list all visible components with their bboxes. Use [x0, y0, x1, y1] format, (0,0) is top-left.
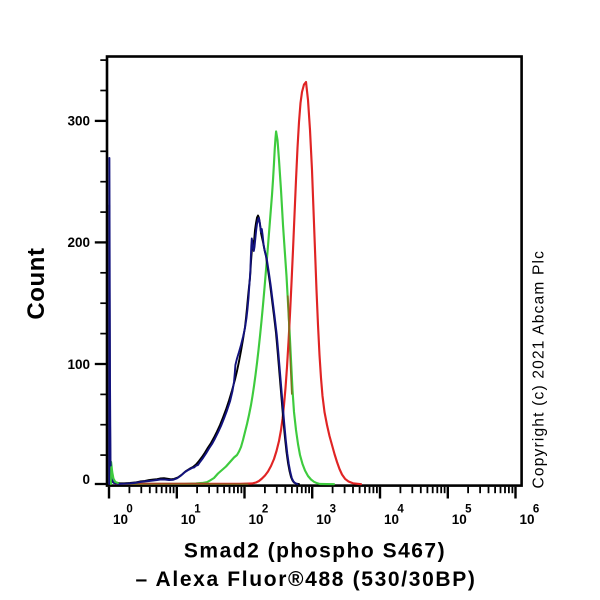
- svg-text:Count: Count: [23, 247, 50, 319]
- svg-text:10: 10: [452, 512, 467, 527]
- svg-text:100: 100: [67, 357, 90, 372]
- svg-text:– Alexa Fluor®488 (530/30BP): – Alexa Fluor®488 (530/30BP): [135, 568, 476, 591]
- svg-text:0: 0: [82, 472, 90, 487]
- svg-text:0: 0: [126, 504, 132, 516]
- svg-text:10: 10: [384, 512, 399, 527]
- svg-text:10: 10: [249, 512, 264, 527]
- svg-text:10: 10: [181, 512, 196, 527]
- svg-text:300: 300: [67, 114, 90, 129]
- svg-text:5: 5: [465, 504, 472, 516]
- svg-text:Copyright (c) 2021 Abcam Plc: Copyright (c) 2021 Abcam Plc: [531, 250, 548, 489]
- svg-text:3: 3: [330, 504, 336, 516]
- svg-text:1: 1: [194, 504, 201, 516]
- svg-text:10: 10: [113, 512, 128, 527]
- svg-text:6: 6: [533, 504, 539, 516]
- svg-text:200: 200: [67, 235, 90, 250]
- svg-text:10: 10: [520, 512, 535, 527]
- svg-text:4: 4: [397, 504, 404, 516]
- svg-text:2: 2: [262, 504, 268, 516]
- svg-text:10: 10: [316, 512, 331, 527]
- svg-text:Smad2 (phospho S467): Smad2 (phospho S467): [184, 540, 446, 563]
